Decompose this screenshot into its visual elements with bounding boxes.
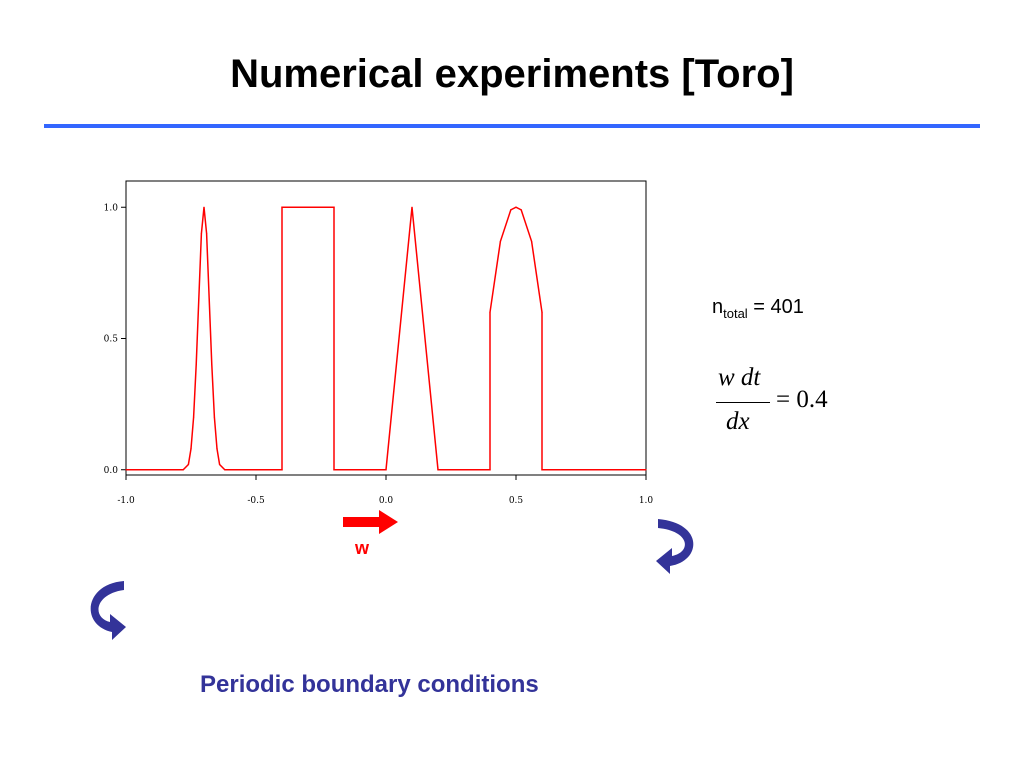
wind-label: w	[355, 538, 370, 558]
data-point	[499, 240, 501, 242]
data-point	[203, 206, 205, 208]
right-arrow-icon	[343, 510, 398, 534]
x-tick-label: -1.0	[117, 496, 135, 506]
series-points	[125, 206, 647, 471]
curved-arrow-left-icon	[90, 581, 126, 640]
formula-denominator: dx	[726, 408, 750, 435]
data-point	[195, 364, 197, 366]
courant-formula: w dt dx = 0.4	[714, 362, 854, 442]
data-point	[385, 469, 387, 471]
ntotal-label: ntotal = 401	[712, 296, 804, 321]
x-tick-label: -0.5	[247, 496, 265, 506]
y-axis: 0.0 0.5 1.0	[104, 203, 126, 476]
x-tick-label: 0.5	[509, 496, 524, 506]
data-point	[211, 364, 213, 366]
data-point	[281, 469, 283, 471]
series-line	[126, 206, 646, 471]
data-point	[541, 311, 543, 313]
data-point	[333, 206, 335, 208]
data-point	[193, 416, 195, 418]
y-tick-label: 0.0	[104, 466, 119, 476]
title-underline	[44, 124, 980, 128]
formula-rhs: = 0.4	[776, 386, 828, 413]
data-point	[489, 469, 491, 471]
data-point	[208, 298, 210, 300]
data-point	[190, 448, 192, 450]
data-point	[645, 469, 647, 471]
plot-frame	[125, 180, 647, 476]
data-point	[515, 206, 517, 208]
curved-arrow-right-icon	[656, 519, 694, 574]
data-point	[182, 469, 184, 471]
data-point	[437, 469, 439, 471]
data-point	[531, 240, 533, 242]
y-tick-label: 1.0	[104, 203, 119, 213]
data-point	[281, 206, 283, 208]
data-point	[198, 298, 200, 300]
y-tick-label: 0.5	[104, 335, 119, 345]
formula-numerator: w dt	[718, 364, 761, 391]
data-point	[510, 209, 512, 211]
data-point	[125, 469, 127, 471]
data-point	[489, 311, 491, 313]
data-point	[333, 469, 335, 471]
data-point	[520, 209, 522, 211]
x-axis: -1.0 -0.5 0.0 0.5 1.0	[117, 475, 653, 506]
data-point	[224, 469, 226, 471]
data-point	[411, 206, 413, 208]
data-point	[216, 448, 218, 450]
caption: Periodic boundary conditions	[200, 671, 539, 698]
data-point	[206, 232, 208, 235]
x-tick-label: 1.0	[639, 496, 654, 506]
slide-title: Numerical experiments [Toro]	[230, 52, 794, 96]
fraction-bar	[716, 402, 770, 403]
data-point	[213, 416, 215, 418]
data-point	[541, 469, 543, 471]
data-point	[187, 463, 189, 466]
x-tick-label: 0.0	[379, 496, 394, 506]
data-point	[200, 232, 202, 235]
data-point	[219, 463, 221, 466]
